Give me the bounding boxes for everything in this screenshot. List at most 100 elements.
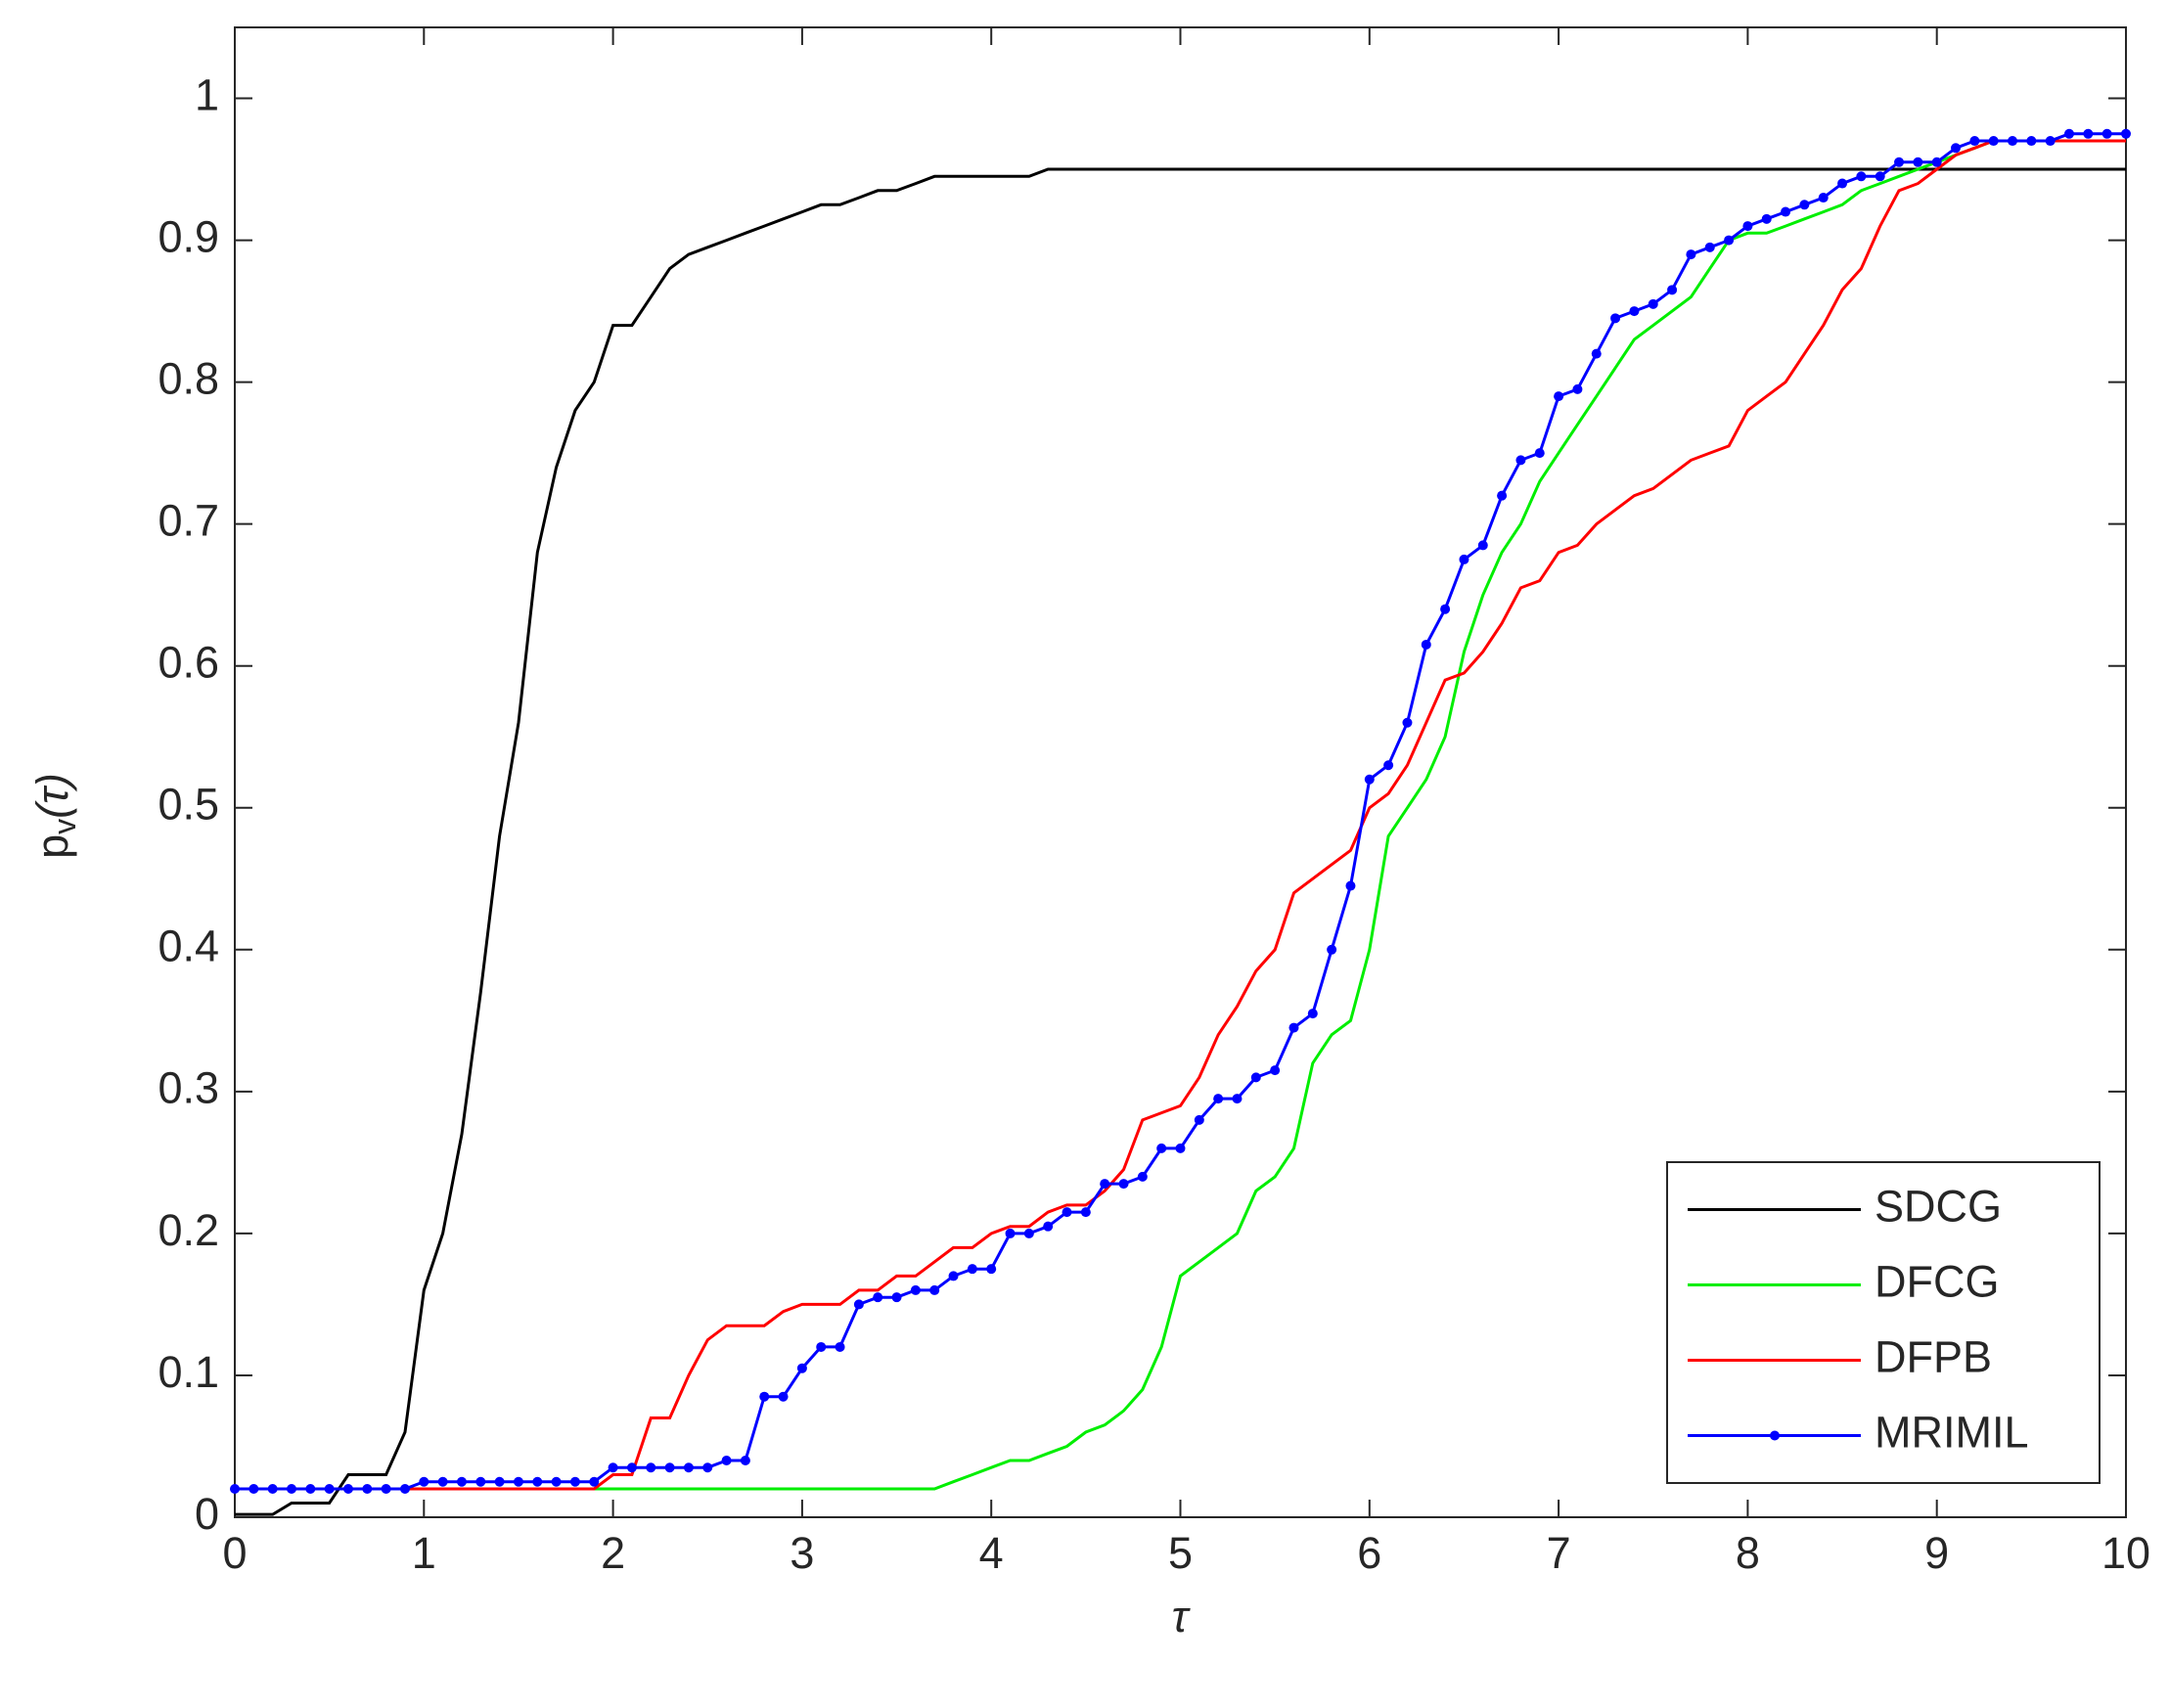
y-tick-label: 0	[195, 1489, 219, 1539]
series-marker	[891, 1292, 902, 1303]
series-marker	[494, 1476, 505, 1487]
series-marker	[1005, 1228, 1016, 1238]
series-marker	[1459, 554, 1469, 564]
series-marker	[1137, 1171, 1148, 1182]
x-tick-label: 9	[1924, 1528, 1949, 1578]
series-marker	[1156, 1143, 1167, 1153]
series-marker	[1648, 298, 1658, 309]
series-marker	[702, 1462, 713, 1473]
series-marker	[249, 1483, 259, 1494]
series-marker	[230, 1483, 240, 1494]
series-marker	[1856, 171, 1867, 182]
y-tick-label: 0.7	[158, 496, 219, 546]
y-axis-label: pv(τ)	[27, 773, 83, 859]
series-marker	[646, 1462, 656, 1473]
series-marker	[1477, 540, 1488, 551]
series-marker	[1610, 313, 1621, 324]
series-line	[235, 167, 2126, 1516]
series-marker	[910, 1284, 921, 1295]
series-marker	[1894, 157, 1905, 167]
series-marker	[1988, 136, 1999, 147]
series-marker	[1913, 157, 1923, 167]
series-marker	[608, 1462, 618, 1473]
series-marker	[419, 1476, 429, 1487]
y-tick-label: 0.9	[158, 211, 219, 261]
series-marker	[305, 1483, 316, 1494]
series-marker	[1421, 639, 1431, 650]
y-tick-label: 0.5	[158, 780, 219, 830]
series-marker	[1875, 171, 1885, 182]
series-marker	[1554, 391, 1564, 402]
series-marker	[721, 1455, 732, 1465]
series-marker	[1534, 448, 1545, 459]
series-marker	[1062, 1207, 1072, 1218]
series-marker	[1591, 348, 1602, 359]
series-marker	[1383, 760, 1394, 771]
series-marker	[1969, 136, 1980, 147]
series-marker	[683, 1462, 694, 1473]
series-marker	[1023, 1228, 1034, 1238]
series-marker	[286, 1483, 296, 1494]
series-marker	[1327, 944, 1337, 955]
legend-label: DFCG	[1875, 1256, 2000, 1306]
series-marker	[1232, 1094, 1243, 1104]
y-tick-label: 0.1	[158, 1347, 219, 1397]
y-tick-label: 0.8	[158, 354, 219, 404]
series-marker	[1497, 490, 1508, 501]
series-marker	[381, 1483, 391, 1494]
series-marker	[967, 1264, 977, 1275]
x-tick-label: 1	[412, 1528, 436, 1578]
series-marker	[1704, 242, 1715, 252]
y-label-main: p	[27, 834, 77, 859]
series-marker	[2083, 128, 2094, 139]
series-marker	[551, 1476, 562, 1487]
legend-box	[1666, 1161, 2101, 1484]
y-label-sub: v	[47, 819, 82, 834]
x-tick-label: 7	[1547, 1528, 1571, 1578]
series-marker	[362, 1483, 373, 1494]
series-marker	[267, 1483, 278, 1494]
legend-label: SDCG	[1875, 1181, 2002, 1231]
x-tick-label: 8	[1736, 1528, 1760, 1578]
series-marker	[1175, 1143, 1186, 1153]
series-marker	[816, 1341, 827, 1352]
series-marker	[1118, 1179, 1129, 1190]
x-tick-label: 6	[1357, 1528, 1381, 1578]
series-marker	[1818, 193, 1829, 203]
series-marker	[1270, 1065, 1281, 1076]
series-marker	[589, 1476, 600, 1487]
series-marker	[873, 1292, 883, 1303]
series-marker	[2008, 136, 2018, 147]
series-marker	[2121, 128, 2131, 139]
series-marker	[778, 1391, 789, 1402]
x-tick-label: 10	[2101, 1528, 2150, 1578]
series-marker	[1761, 213, 1772, 224]
y-tick-label: 0.6	[158, 638, 219, 688]
series-marker	[569, 1476, 580, 1487]
series-marker	[399, 1483, 410, 1494]
series-marker	[740, 1455, 750, 1465]
series-marker	[1345, 880, 1356, 891]
series-marker	[1307, 1009, 1318, 1019]
x-tick-label: 2	[601, 1528, 625, 1578]
series-marker	[456, 1476, 467, 1487]
series-marker	[1629, 306, 1640, 317]
y-tick-label: 1	[195, 69, 219, 119]
series-marker	[1043, 1221, 1054, 1232]
series-marker	[626, 1462, 637, 1473]
series-marker	[342, 1483, 353, 1494]
series-marker	[1213, 1094, 1224, 1104]
series-marker	[1572, 383, 1583, 394]
series-marker	[1931, 157, 1942, 167]
x-tick-label: 3	[790, 1528, 814, 1578]
x-tick-label: 0	[222, 1528, 247, 1578]
series-marker	[1951, 143, 1962, 154]
y-tick-label: 0.3	[158, 1063, 219, 1113]
series-marker	[1837, 178, 1848, 189]
series-marker	[929, 1284, 940, 1295]
series-marker	[2101, 128, 2112, 139]
series-marker	[853, 1299, 864, 1310]
series-marker	[1100, 1179, 1110, 1190]
series-marker	[1250, 1072, 1261, 1083]
